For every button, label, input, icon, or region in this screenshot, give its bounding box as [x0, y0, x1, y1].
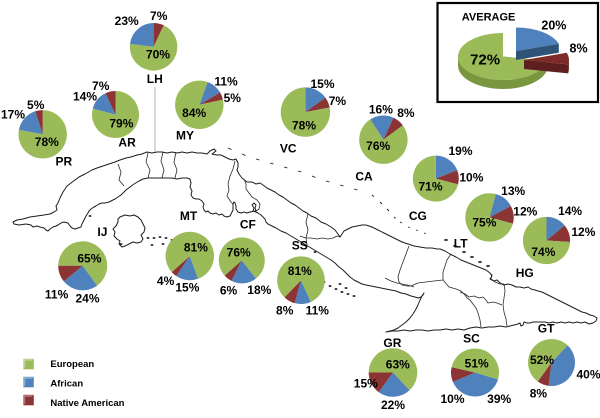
svg-text:39%: 39%: [487, 392, 511, 406]
svg-text:African: African: [50, 379, 83, 390]
svg-text:SS: SS: [292, 239, 308, 253]
svg-text:71%: 71%: [418, 180, 442, 194]
svg-text:CA: CA: [355, 170, 373, 184]
svg-text:AVERAGE: AVERAGE: [462, 12, 516, 24]
svg-text:VC: VC: [280, 142, 297, 156]
svg-text:5%: 5%: [224, 91, 242, 105]
svg-text:PR: PR: [55, 155, 72, 169]
svg-text:51%: 51%: [465, 357, 489, 371]
svg-text:76%: 76%: [227, 246, 251, 260]
svg-text:84%: 84%: [182, 106, 206, 120]
svg-text:6%: 6%: [220, 284, 238, 298]
svg-text:8%: 8%: [530, 386, 548, 400]
svg-text:LH: LH: [147, 72, 163, 86]
svg-text:70%: 70%: [146, 48, 170, 62]
svg-text:14%: 14%: [73, 90, 97, 104]
svg-text:15%: 15%: [354, 377, 378, 391]
svg-text:7%: 7%: [150, 9, 168, 23]
svg-text:10%: 10%: [459, 170, 483, 184]
svg-text:79%: 79%: [109, 117, 133, 131]
svg-text:GT: GT: [538, 322, 555, 336]
svg-text:11%: 11%: [214, 74, 238, 88]
svg-text:40%: 40%: [576, 367, 600, 381]
svg-text:63%: 63%: [386, 358, 410, 372]
svg-text:76%: 76%: [366, 139, 390, 153]
svg-text:15%: 15%: [310, 77, 334, 91]
svg-text:19%: 19%: [448, 144, 472, 158]
svg-text:14%: 14%: [558, 204, 582, 218]
svg-text:24%: 24%: [75, 292, 99, 306]
svg-text:16%: 16%: [369, 103, 393, 117]
svg-text:13%: 13%: [501, 184, 525, 198]
svg-text:22%: 22%: [381, 398, 405, 412]
svg-text:MT: MT: [180, 209, 198, 223]
svg-text:11%: 11%: [45, 287, 69, 301]
svg-text:17%: 17%: [1, 108, 25, 122]
svg-text:CG: CG: [409, 209, 427, 223]
svg-text:GR: GR: [383, 336, 401, 350]
svg-text:78%: 78%: [292, 119, 316, 133]
svg-text:81%: 81%: [288, 264, 312, 278]
svg-text:23%: 23%: [115, 14, 139, 28]
svg-text:7%: 7%: [329, 94, 347, 108]
svg-text:52%: 52%: [530, 353, 554, 367]
svg-text:74%: 74%: [531, 245, 555, 259]
svg-text:MY: MY: [176, 128, 194, 142]
svg-text:12%: 12%: [571, 225, 595, 239]
svg-text:LT: LT: [454, 236, 468, 250]
svg-text:18%: 18%: [247, 283, 271, 297]
svg-text:SC: SC: [463, 332, 480, 346]
svg-text:20%: 20%: [541, 19, 566, 33]
svg-text:75%: 75%: [472, 216, 496, 230]
svg-text:8%: 8%: [276, 303, 294, 317]
svg-text:AR: AR: [118, 136, 136, 150]
svg-text:CF: CF: [240, 218, 256, 232]
svg-text:European: European: [50, 359, 94, 370]
svg-text:7%: 7%: [92, 79, 110, 93]
svg-text:11%: 11%: [306, 303, 330, 317]
svg-text:5%: 5%: [27, 98, 45, 112]
svg-text:Native American: Native American: [50, 398, 124, 409]
svg-text:HG: HG: [516, 266, 534, 280]
svg-text:8%: 8%: [397, 106, 415, 120]
svg-text:78%: 78%: [35, 135, 59, 149]
svg-text:8%: 8%: [570, 42, 588, 56]
svg-text:65%: 65%: [77, 252, 101, 266]
svg-text:81%: 81%: [184, 241, 208, 255]
svg-text:4%: 4%: [157, 274, 175, 288]
svg-text:12%: 12%: [513, 205, 537, 219]
svg-text:IJ: IJ: [97, 225, 107, 239]
svg-text:72%: 72%: [470, 52, 500, 69]
svg-text:15%: 15%: [175, 280, 199, 294]
svg-text:10%: 10%: [440, 392, 464, 406]
